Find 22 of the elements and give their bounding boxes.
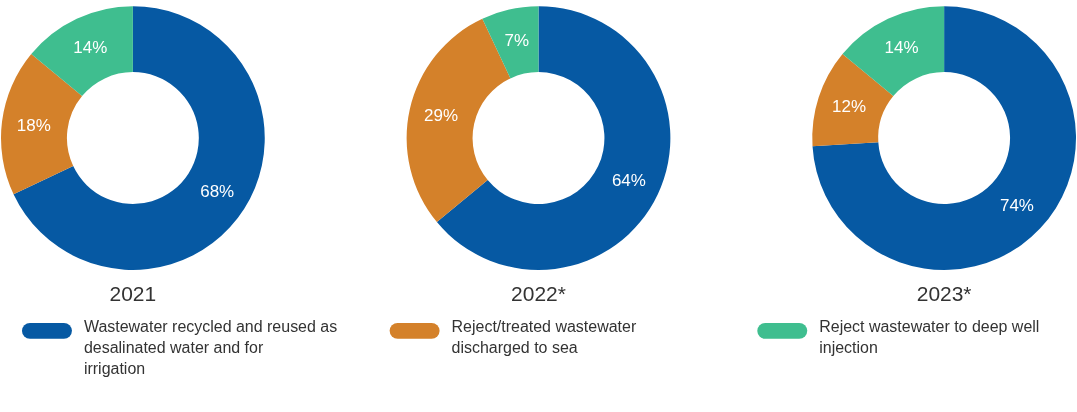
data-label: 12% xyxy=(832,97,867,117)
text: 2021 xyxy=(109,281,157,305)
donut-slice xyxy=(31,6,133,97)
data-label: 14% xyxy=(73,37,108,57)
data-label: 68% xyxy=(200,181,235,201)
legend-label: Reject wastewater to deep well injection xyxy=(819,317,1040,356)
data-label: 29% xyxy=(424,106,458,126)
data-label: 7% xyxy=(504,30,529,50)
data-label: 18% xyxy=(16,115,51,135)
donut-slice xyxy=(1,53,83,195)
data-label: 74% xyxy=(999,196,1034,216)
data-label: 14% xyxy=(884,37,919,57)
data-label: 64% xyxy=(611,170,646,190)
donut-slice xyxy=(482,6,539,79)
legend-label: Reject/treated wastewater discharged to sea xyxy=(451,317,637,356)
donut-slice xyxy=(812,53,894,147)
donut-slice xyxy=(812,6,1076,270)
donut-slice xyxy=(842,6,945,97)
donut-slice xyxy=(13,6,265,270)
text: 2023* xyxy=(916,281,972,305)
text: 2022* xyxy=(511,281,566,305)
legend-label: Wastewater recycled and reused as desalinated water and for irrigation xyxy=(83,317,338,377)
